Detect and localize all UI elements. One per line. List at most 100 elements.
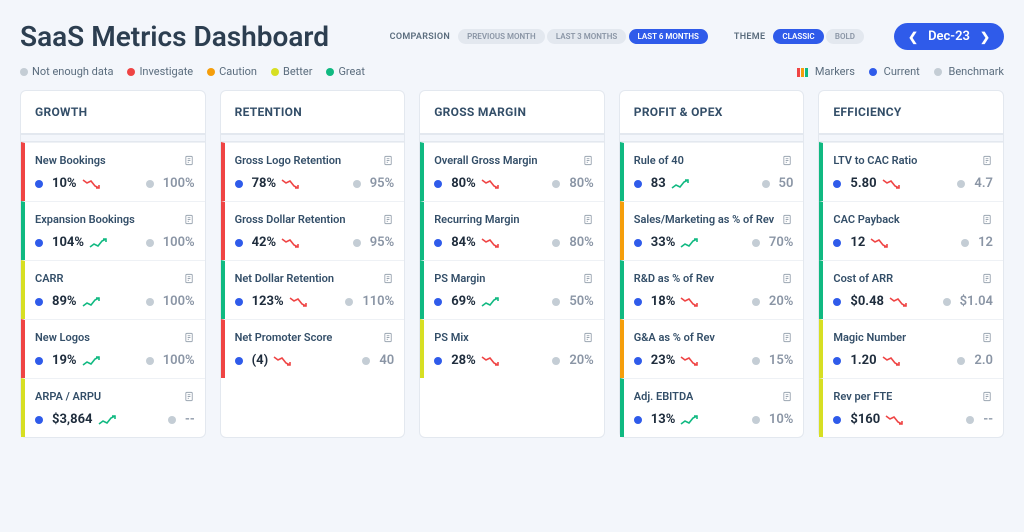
metric-card[interactable]: ARPA / ARPU$3,864-- xyxy=(21,378,205,437)
current-dot-icon xyxy=(235,298,243,306)
note-icon[interactable] xyxy=(583,269,594,288)
benchmark-dot-icon xyxy=(146,180,154,188)
metric-card[interactable]: PS Margin69%50% xyxy=(420,260,604,319)
note-icon[interactable] xyxy=(982,328,993,347)
metric-card[interactable]: Rule of 408350 xyxy=(620,142,804,201)
metric-card[interactable]: Adj. EBITDA13%10% xyxy=(620,378,804,437)
benchmark-value: -- xyxy=(966,412,993,427)
metric-title: Net Promoter Score xyxy=(235,331,333,344)
metric-card[interactable]: Cost of ARR$0.48$1.04 xyxy=(819,260,1003,319)
note-icon[interactable] xyxy=(184,269,195,288)
current-dot-icon xyxy=(434,239,442,247)
note-icon[interactable] xyxy=(184,210,195,229)
chevron-left-icon[interactable]: ❮ xyxy=(908,30,918,44)
metric-card[interactable]: New Bookings10%100% xyxy=(21,142,205,201)
metric-card[interactable]: PS Mix28%20% xyxy=(420,319,604,378)
benchmark-dot-icon xyxy=(957,180,965,188)
column-title: PROFIT & OPEX xyxy=(620,91,804,134)
benchmark-dot-icon xyxy=(961,239,969,247)
benchmark-dot-icon xyxy=(168,416,176,424)
note-icon[interactable] xyxy=(383,151,394,170)
note-icon[interactable] xyxy=(782,387,793,406)
current-dot-icon xyxy=(235,357,243,365)
comparison-option-1[interactable]: LAST 3 MONTHS xyxy=(547,29,626,44)
series-legend: Markers Current Benchmark xyxy=(797,65,1004,78)
current-legend: Current xyxy=(869,65,920,78)
status-legend-item: Not enough data xyxy=(20,65,113,78)
note-icon[interactable] xyxy=(583,210,594,229)
metric-card[interactable]: LTV to CAC Ratio5.804.7 xyxy=(819,142,1003,201)
benchmark-dot-icon xyxy=(552,357,560,365)
note-icon[interactable] xyxy=(782,151,793,170)
note-icon[interactable] xyxy=(583,151,594,170)
metric-card[interactable]: G&A as % of Rev23%15% xyxy=(620,319,804,378)
date-picker[interactable]: ❮ Dec-23 ❯ xyxy=(894,23,1004,50)
metric-card[interactable]: New Logos19%100% xyxy=(21,319,205,378)
note-icon[interactable] xyxy=(982,269,993,288)
metric-card[interactable]: Gross Logo Retention78%95% xyxy=(221,142,405,201)
benchmark-value: 95% xyxy=(353,235,394,250)
theme-option-0[interactable]: CLASSIC xyxy=(773,29,823,44)
comparison-option-2[interactable]: LAST 6 MONTHS xyxy=(629,29,708,44)
benchmark-value: 80% xyxy=(552,235,593,250)
status-legend: Not enough dataInvestigateCautionBetterG… xyxy=(20,65,365,78)
metric-card[interactable]: Gross Dollar Retention42%95% xyxy=(221,201,405,260)
metric-title: Gross Dollar Retention xyxy=(235,213,346,226)
metric-title: Net Dollar Retention xyxy=(235,272,334,285)
markers-legend: Markers xyxy=(797,65,855,78)
note-icon[interactable] xyxy=(782,328,793,347)
current-dot-icon xyxy=(35,416,43,424)
comparison-option-0[interactable]: PREVIOUS MONTH xyxy=(458,29,545,44)
note-icon[interactable] xyxy=(184,151,195,170)
chevron-right-icon[interactable]: ❯ xyxy=(980,30,990,44)
column-title: GROWTH xyxy=(21,91,205,134)
theme-option-1[interactable]: BOLD xyxy=(826,29,864,44)
metric-title: Adj. EBITDA xyxy=(634,390,694,403)
benchmark-dot-icon xyxy=(934,68,942,76)
benchmark-value: 100% xyxy=(146,353,195,368)
metric-card[interactable]: R&D as % of Rev18%20% xyxy=(620,260,804,319)
benchmark-dot-icon xyxy=(146,357,154,365)
note-icon[interactable] xyxy=(383,269,394,288)
note-icon[interactable] xyxy=(782,269,793,288)
note-icon[interactable] xyxy=(982,210,993,229)
metric-card[interactable]: Sales/Marketing as % of Rev33%70% xyxy=(620,201,804,260)
current-dot-icon xyxy=(434,357,442,365)
metric-card[interactable]: Expansion Bookings104%100% xyxy=(21,201,205,260)
benchmark-value: -- xyxy=(168,412,195,427)
metric-card[interactable]: Net Promoter Score(4)40 xyxy=(221,319,405,378)
note-icon[interactable] xyxy=(383,328,394,347)
metric-title: G&A as % of Rev xyxy=(634,331,715,344)
note-icon[interactable] xyxy=(782,210,793,229)
benchmark-dot-icon xyxy=(353,239,361,247)
metric-card[interactable]: CARR89%100% xyxy=(21,260,205,319)
date-value: Dec-23 xyxy=(928,29,970,44)
metric-card[interactable]: Rev per FTE$160-- xyxy=(819,378,1003,437)
note-icon[interactable] xyxy=(383,210,394,229)
current-dot-icon xyxy=(634,357,642,365)
benchmark-dot-icon xyxy=(345,298,353,306)
current-dot-icon xyxy=(833,357,841,365)
metric-card[interactable]: Recurring Margin84%80% xyxy=(420,201,604,260)
benchmark-value: 100% xyxy=(146,294,195,309)
benchmark-value: 110% xyxy=(345,294,394,309)
benchmark-dot-icon xyxy=(752,357,760,365)
metric-card[interactable]: Magic Number1.202.0 xyxy=(819,319,1003,378)
note-icon[interactable] xyxy=(583,328,594,347)
metric-column: EFFICIENCYLTV to CAC Ratio5.804.7CAC Pay… xyxy=(818,90,1004,438)
note-icon[interactable] xyxy=(982,151,993,170)
metric-title: R&D as % of Rev xyxy=(634,272,714,285)
note-icon[interactable] xyxy=(184,387,195,406)
metric-card[interactable]: CAC Payback1212 xyxy=(819,201,1003,260)
note-icon[interactable] xyxy=(982,387,993,406)
benchmark-value: 40 xyxy=(362,353,394,368)
note-icon[interactable] xyxy=(184,328,195,347)
current-dot-icon xyxy=(869,68,877,76)
metric-card[interactable]: Overall Gross Margin80%80% xyxy=(420,142,604,201)
current-dot-icon xyxy=(833,416,841,424)
status-dot-icon xyxy=(127,68,135,76)
current-value: 89% xyxy=(35,294,100,309)
metric-card[interactable]: Net Dollar Retention123%110% xyxy=(221,260,405,319)
status-dot-icon xyxy=(20,68,28,76)
current-value: 83 xyxy=(634,176,689,191)
